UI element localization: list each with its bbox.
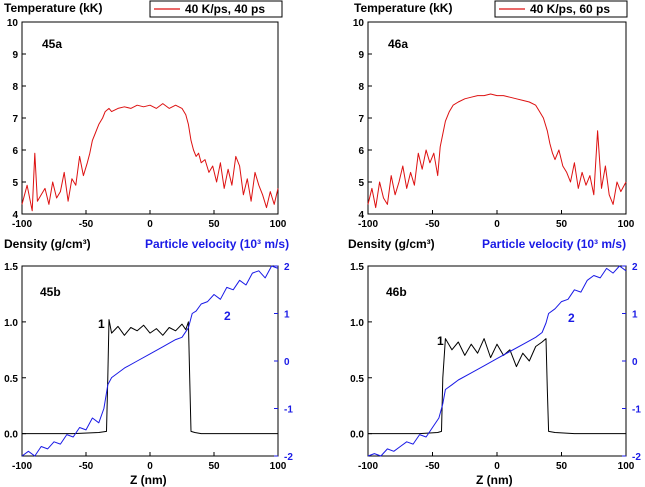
y-axis-label-density-46b: Density (g/cm³) — [348, 237, 435, 251]
panel-label-46b: 46b — [386, 285, 407, 299]
panel-label-45a: 45a — [42, 37, 62, 51]
y2-tick-label: 1 — [632, 310, 638, 321]
series-46a — [367, 93, 627, 209]
y-tick-label: 6 — [12, 146, 18, 157]
y-tick-label: 9 — [12, 50, 18, 61]
x-ticks-46a: -100 -50 0 50 100 — [358, 210, 635, 230]
x-tick-label: -50 — [425, 219, 440, 230]
x-tick-label: -50 — [79, 461, 94, 472]
panel-45b: Density (g/cm³) Particle velocity (10³ m… — [4, 237, 293, 487]
series-line-velocity — [367, 265, 627, 457]
x-tick-label: -100 — [358, 219, 378, 230]
y2-axis-label-velocity-46b: Particle velocity (10³ m/s) — [482, 237, 626, 251]
y-axis-label-temperature-46a: Temperature (kK) — [354, 1, 452, 15]
y-tick-label: 1.0 — [4, 318, 18, 329]
panel-label-46a: 46a — [388, 37, 408, 51]
series-line-temperature — [21, 103, 279, 212]
y-tick-label: 1.5 — [4, 262, 18, 273]
y-tick-label: 10 — [7, 18, 19, 29]
x-tick-label: 100 — [618, 219, 635, 230]
series-line-density — [22, 319, 278, 435]
y-tick-label: 8 — [358, 82, 364, 93]
y-tick-label: 5 — [12, 178, 18, 189]
y2-ticks-45b: -2 -1 0 1 2 — [274, 262, 293, 463]
x-tick-label: 0 — [147, 461, 153, 472]
x-tick-label: 50 — [208, 219, 220, 230]
y-tick-label: 9 — [358, 50, 364, 61]
x-tick-label: 50 — [556, 461, 568, 472]
legend-box-45a — [149, 0, 283, 18]
y-tick-label: 6 — [358, 146, 364, 157]
x-tick-label: -100 — [12, 219, 32, 230]
panel-46a: Temperature (kK) 40 K/ps, 60 ps 46a -100… — [353, 0, 635, 230]
series-45a — [21, 103, 279, 212]
legend-label-46a: 40 K/ps, 60 ps — [530, 2, 610, 16]
x-tick-label: 50 — [208, 461, 220, 472]
x-axis-label-46b: Z (nm) — [476, 473, 513, 487]
y-tick-label: 1.5 — [350, 262, 364, 273]
panel-46b: Density (g/cm³) Particle velocity (10³ m… — [348, 237, 641, 487]
x-axis-label-45b: Z (nm) — [130, 473, 167, 487]
y-ticks-45a: 4 5 6 7 8 9 10 — [7, 18, 26, 221]
y-tick-label: 0.5 — [350, 374, 364, 385]
x-ticks-45b: -100 -50 0 50 100 — [12, 452, 287, 472]
legend-box-46a — [494, 0, 628, 18]
panel-45a: Temperature (kK) 40 K/ps, 40 ps 45a -100… — [4, 0, 287, 230]
y-ticks-46a: 4 5 6 7 8 9 10 — [353, 18, 372, 221]
series-line-velocity — [21, 265, 279, 457]
curve-label-density-46b: 1 — [437, 334, 444, 348]
legend-label-45a: 40 K/ps, 40 ps — [185, 2, 265, 16]
x-tick-label: 0 — [494, 461, 500, 472]
x-tick-label: 0 — [147, 219, 153, 230]
series-line-temperature — [367, 93, 627, 209]
x-ticks-45a: -100 -50 0 50 100 — [12, 210, 287, 230]
y2-tick-label: 2 — [632, 262, 638, 273]
y2-tick-label: 1 — [284, 310, 290, 321]
y-tick-label: 7 — [358, 114, 364, 125]
y-tick-label: 7 — [12, 114, 18, 125]
plot-frame-46b — [367, 265, 627, 457]
y2-tick-label: 0 — [284, 357, 290, 368]
y-tick-label: 4 — [358, 210, 364, 221]
y-tick-label: 10 — [353, 18, 365, 29]
y2-ticks-46b: -2 -1 0 1 2 — [622, 262, 641, 463]
x-tick-label: 100 — [270, 219, 287, 230]
y2-tick-label: 0 — [632, 357, 638, 368]
y-tick-label: 4 — [12, 210, 18, 221]
panel-label-45b: 45b — [40, 285, 61, 299]
y2-axis-label-velocity-45b: Particle velocity (10³ m/s) — [145, 237, 289, 251]
curve-label-velocity-45b: 2 — [224, 309, 231, 323]
y2-tick-label: -2 — [632, 452, 641, 463]
y-axis-label-temperature-45a: Temperature (kK) — [4, 1, 102, 15]
series-46b — [367, 265, 627, 457]
y-tick-label: 0.0 — [350, 430, 364, 441]
x-tick-label: 100 — [270, 461, 287, 472]
y-axis-label-density-45b: Density (g/cm³) — [4, 237, 91, 251]
y-tick-label: 0.0 — [4, 430, 18, 441]
y2-tick-label: -1 — [284, 405, 293, 416]
x-tick-label: -100 — [12, 461, 32, 472]
x-tick-label: -50 — [425, 461, 440, 472]
y-tick-label: 5 — [358, 178, 364, 189]
y-tick-label: 8 — [12, 82, 18, 93]
series-45b — [21, 265, 279, 457]
y-ticks-46b: 0.0 0.5 1.0 1.5 — [350, 262, 372, 441]
x-ticks-46b: -100 -50 0 50 100 — [358, 452, 635, 472]
x-tick-label: 50 — [556, 219, 568, 230]
x-tick-label: -100 — [358, 461, 378, 472]
y2-tick-label: -1 — [632, 405, 641, 416]
y-tick-label: 0.5 — [4, 374, 18, 385]
x-tick-label: 100 — [618, 461, 635, 472]
y2-tick-label: -2 — [284, 452, 293, 463]
y-tick-label: 1.0 — [350, 318, 364, 329]
x-tick-label: -50 — [79, 219, 94, 230]
y-ticks-45b: 0.0 0.5 1.0 1.5 — [4, 262, 26, 441]
x-tick-label: 0 — [494, 219, 500, 230]
curve-label-density-45b: 1 — [98, 317, 105, 331]
series-line-density — [368, 338, 626, 435]
curve-label-velocity-46b: 2 — [568, 311, 575, 325]
y2-tick-label: 2 — [284, 262, 290, 273]
